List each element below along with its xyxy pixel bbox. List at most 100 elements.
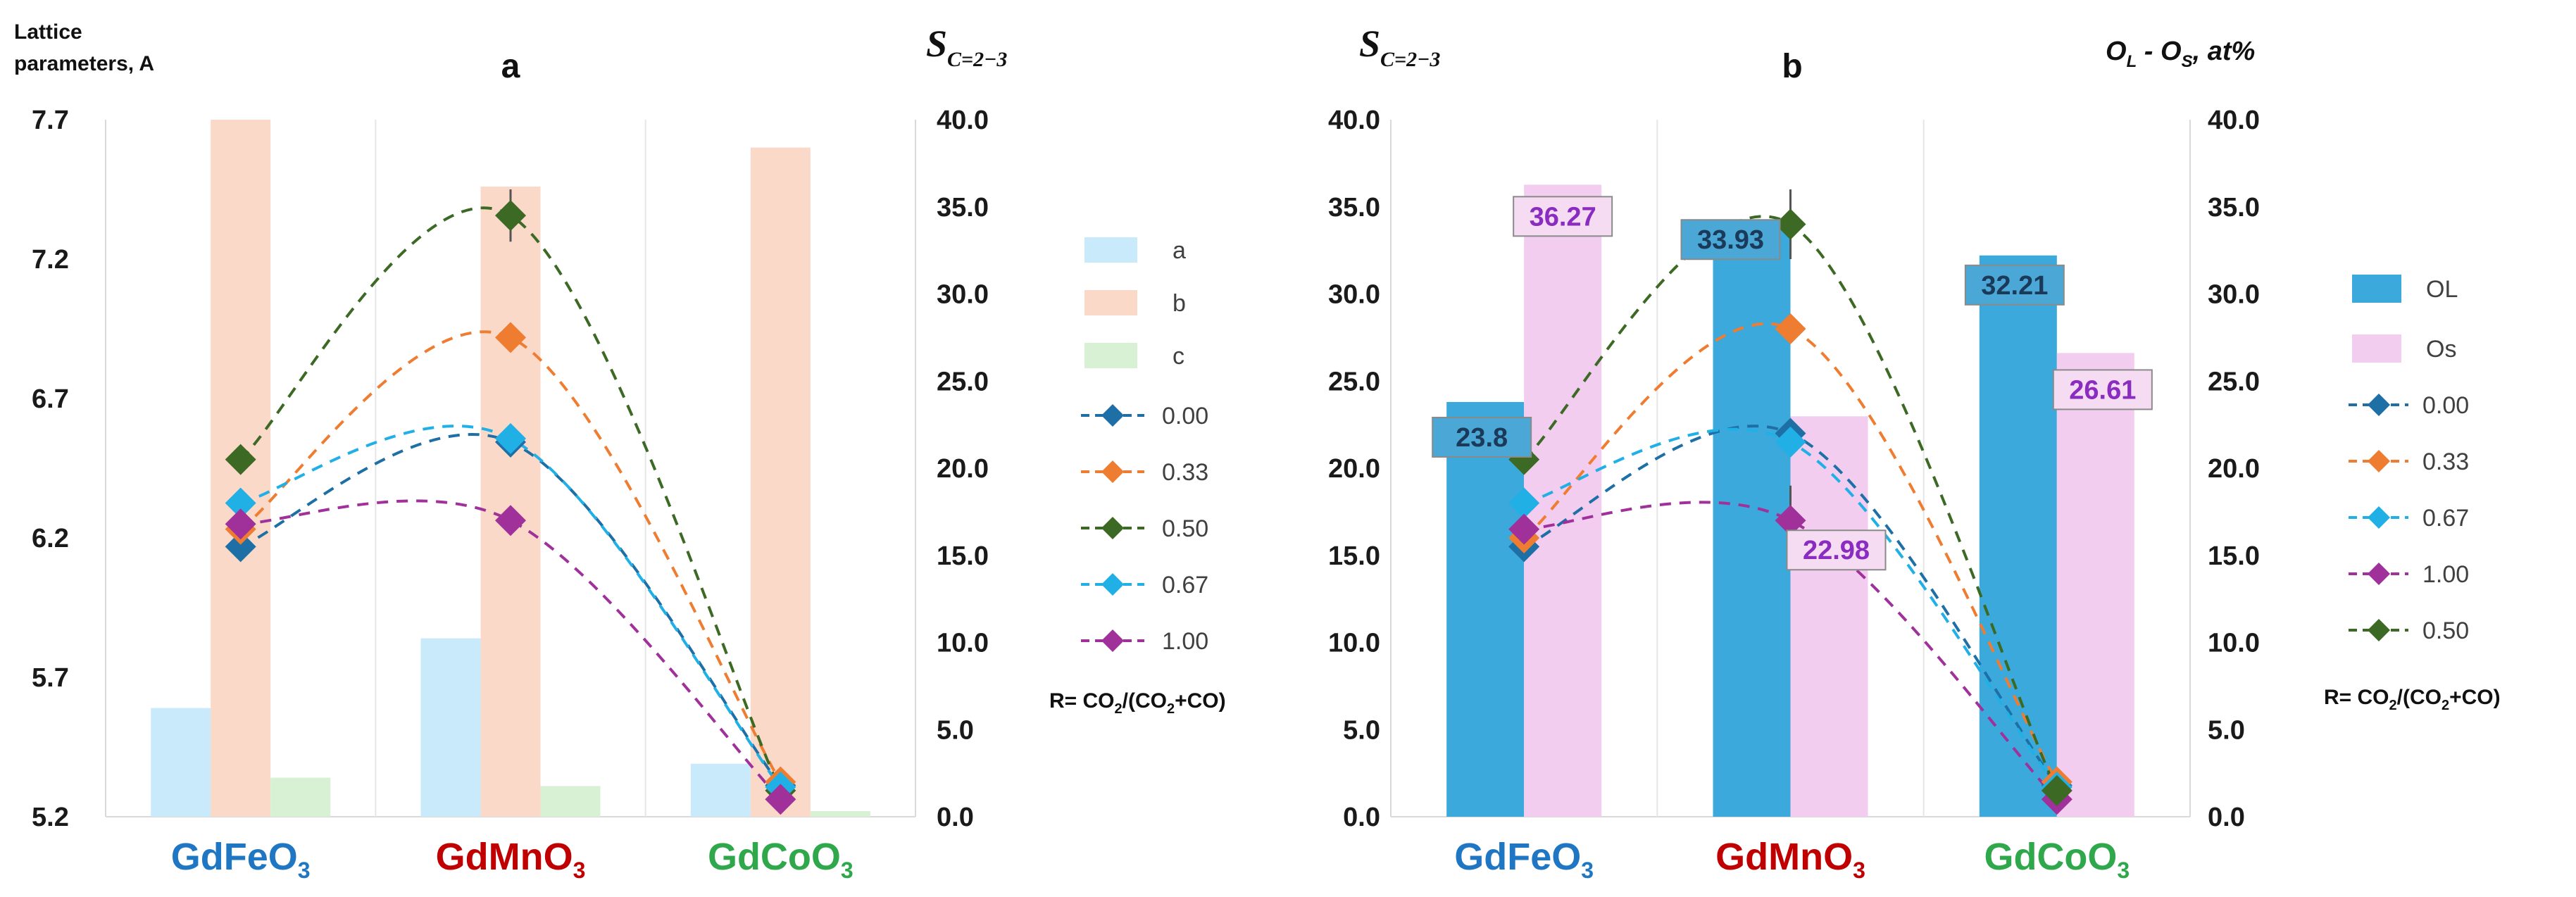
category-label: GdFeO3 bbox=[1454, 836, 1594, 883]
right-tick-label: 40.0 bbox=[2208, 106, 2260, 135]
legend-label: OL bbox=[2426, 276, 2458, 303]
right-tick-label: 30.0 bbox=[2208, 280, 2260, 310]
right-tick-label: 40.0 bbox=[937, 106, 989, 135]
data-label-box bbox=[1786, 529, 1887, 571]
category-label: GdMnO3 bbox=[1715, 836, 1865, 883]
legend-marker-1.00 bbox=[2368, 563, 2390, 585]
legend-label: 0.50 bbox=[1162, 515, 1208, 542]
left-tick-label: 35.0 bbox=[1328, 193, 1380, 222]
legend-label: 0.00 bbox=[2422, 392, 2469, 419]
left-tick-label: 6.2 bbox=[32, 524, 69, 553]
data-label-box bbox=[1680, 219, 1781, 261]
marker-1.00 bbox=[765, 784, 796, 815]
right-tick-label: 15.0 bbox=[937, 541, 989, 571]
marker-1.00 bbox=[495, 505, 526, 537]
marker-1.00 bbox=[1775, 505, 1806, 537]
left-tick-label: 25.0 bbox=[1328, 367, 1380, 396]
right-tick-label: 0.0 bbox=[2208, 803, 2245, 832]
series-line-0.00 bbox=[1523, 425, 2058, 786]
marker-0.67 bbox=[495, 422, 526, 454]
panel-title-b: b bbox=[1782, 48, 1802, 85]
data-label: 22.98 bbox=[1803, 536, 1870, 565]
marker-0.50 bbox=[1775, 208, 1806, 240]
right-tick-label: 35.0 bbox=[2208, 193, 2260, 222]
panel-title-a: a bbox=[501, 48, 520, 85]
legend-label: 0.00 bbox=[1162, 403, 1208, 429]
right-tick-label: 10.0 bbox=[937, 629, 989, 658]
right-tick-label: 10.0 bbox=[2208, 629, 2260, 658]
marker-0.50 bbox=[495, 200, 526, 232]
marker-0.50 bbox=[225, 444, 256, 475]
bar-Os bbox=[1790, 416, 1868, 817]
legend-marker-0.50 bbox=[2368, 619, 2390, 641]
right-tick-label: 35.0 bbox=[937, 193, 989, 222]
left-tick-label: 5.2 bbox=[32, 803, 69, 832]
data-label: 23.8 bbox=[1456, 423, 1508, 453]
legend-label: c bbox=[1173, 343, 1184, 370]
legend-marker-0.33 bbox=[2368, 450, 2390, 472]
legend-label: a bbox=[1173, 237, 1186, 264]
left-axis-label: parameters, A bbox=[14, 52, 154, 75]
data-label-box bbox=[1964, 264, 2065, 306]
legend-swatch-b bbox=[1084, 290, 1137, 315]
right-tick-label: 20.0 bbox=[2208, 454, 2260, 484]
left-axis-label: Lattice bbox=[14, 20, 82, 44]
marker-0.67 bbox=[1508, 487, 1540, 519]
bar-a bbox=[690, 763, 751, 817]
bar-c bbox=[540, 786, 601, 817]
data-label: 36.27 bbox=[1530, 202, 1596, 232]
bar-a bbox=[420, 638, 481, 817]
right-tick-label: 0.0 bbox=[937, 803, 974, 832]
legend-swatch-OL bbox=[2352, 275, 2401, 303]
marker-1.00 bbox=[1508, 513, 1540, 545]
legend-label: 0.67 bbox=[2422, 505, 2469, 532]
legend-swatch-Os bbox=[2352, 334, 2401, 363]
category-label: GdFeO3 bbox=[171, 836, 311, 883]
bar-Os bbox=[2056, 353, 2134, 817]
series-line-0.50 bbox=[1523, 215, 2058, 791]
legend-label: 0.33 bbox=[2422, 448, 2469, 475]
left-tick-label: 6.7 bbox=[32, 384, 69, 414]
left-tick-label: 15.0 bbox=[1328, 541, 1380, 571]
data-label-box bbox=[1513, 196, 1613, 237]
category-label: GdMnO3 bbox=[436, 836, 586, 883]
bar-OL bbox=[1979, 255, 2057, 817]
legend-marker-0.00 bbox=[1101, 404, 1124, 427]
marker-0.67 bbox=[1775, 426, 1806, 458]
legend-marker-0.50 bbox=[1101, 517, 1124, 539]
right-tick-label: 5.0 bbox=[2208, 715, 2245, 745]
left-tick-label: 40.0 bbox=[1328, 106, 1380, 135]
marker-0.33 bbox=[495, 322, 526, 353]
legend-label: 0.67 bbox=[1162, 572, 1208, 598]
right-tick-label: 5.0 bbox=[937, 715, 974, 745]
legend-label: 0.33 bbox=[1162, 459, 1208, 486]
legend-marker-0.00 bbox=[2368, 394, 2390, 416]
legend-marker-0.67 bbox=[1101, 573, 1124, 596]
bar-c bbox=[810, 811, 870, 817]
legend-label: Os bbox=[2426, 336, 2456, 363]
legend-label: 0.50 bbox=[2422, 617, 2469, 644]
marker-0.67 bbox=[225, 487, 256, 519]
ratio-label: R= CO2/(CO2+CO) bbox=[1049, 689, 1226, 717]
right-tick-label: 20.0 bbox=[937, 454, 989, 484]
left-tick-label: 0.0 bbox=[1343, 803, 1380, 832]
left-tick-label: 7.2 bbox=[32, 245, 69, 275]
data-label-box bbox=[1432, 416, 1532, 458]
right-axis-label: OL - OS, at% bbox=[2106, 37, 2255, 71]
legend-label: 1.00 bbox=[1162, 628, 1208, 655]
chart-panel-a: 7.7 7.2 6.7 6.2 5.7 5.2 40.0 35.0 30.0 25.0 20.0 15… bbox=[14, 20, 1226, 883]
left-tick-label: 5.0 bbox=[1343, 715, 1380, 745]
left-tick-label: 7.7 bbox=[32, 106, 69, 135]
category-label: GdCoO3 bbox=[1984, 836, 2130, 883]
right-axis-label: SC=2−3 bbox=[926, 23, 1007, 71]
left-tick-label: 20.0 bbox=[1328, 454, 1380, 484]
legend-marker-0.67 bbox=[2368, 506, 2390, 529]
bar-c bbox=[270, 777, 331, 817]
left-axis-label: SC=2−3 bbox=[1359, 23, 1440, 71]
data-label-box bbox=[2052, 369, 2153, 410]
legend-marker-1.00 bbox=[1101, 629, 1124, 652]
bar-b bbox=[480, 187, 541, 817]
data-label: 32.21 bbox=[1981, 271, 2048, 301]
chart-panel-b: 23.8 33.93 32.21 36.27 22.98 26.61 40.0 35.0 30.… bbox=[1328, 23, 2501, 883]
legend-swatch-c bbox=[1084, 343, 1137, 368]
